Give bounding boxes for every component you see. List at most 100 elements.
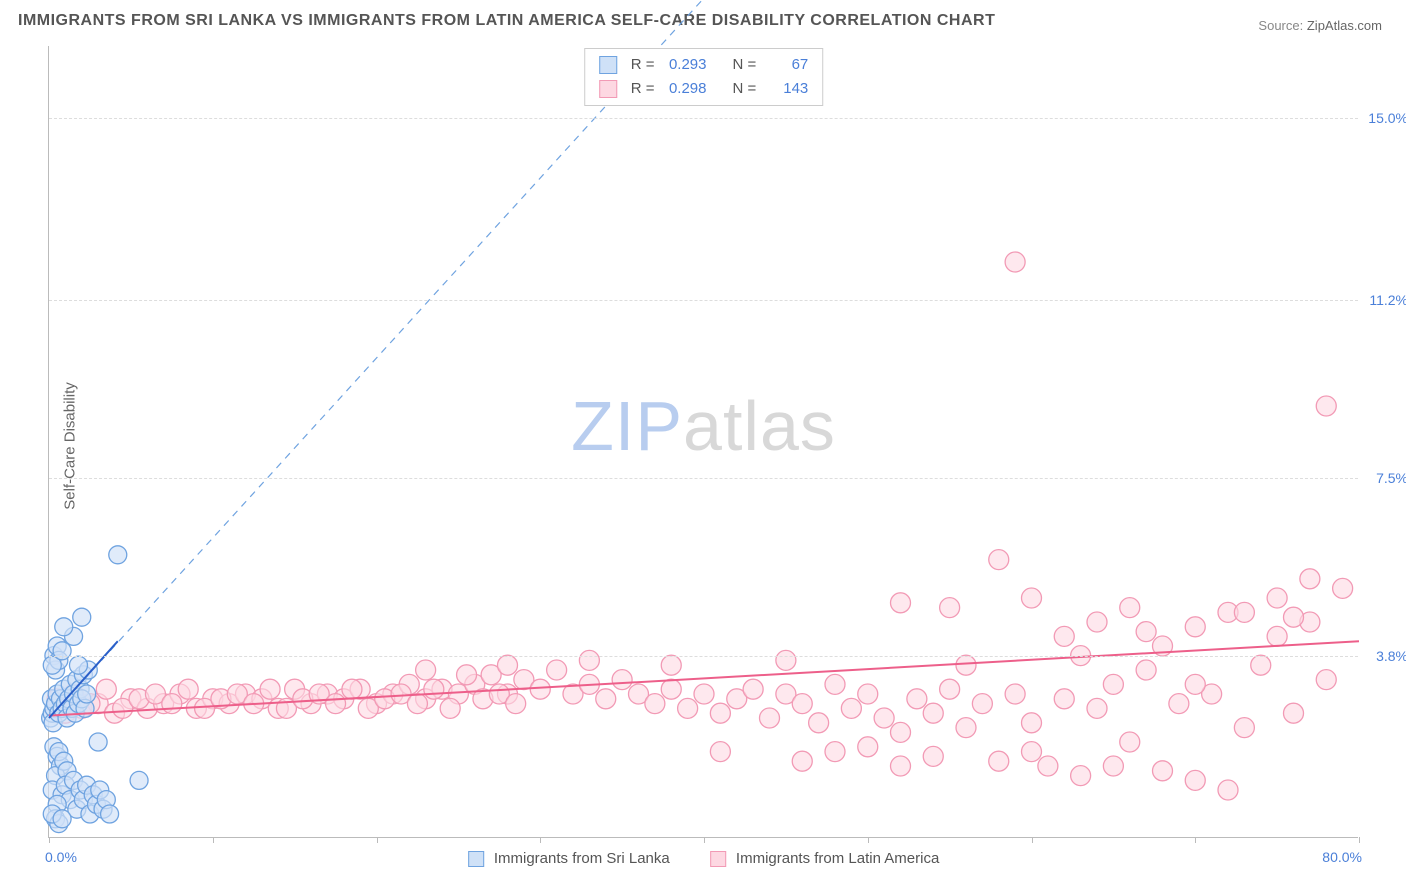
- latin-america-point: [596, 689, 616, 709]
- latin-america-point: [760, 708, 780, 728]
- latin-america-point: [440, 698, 460, 718]
- swatch-latin-america: [599, 80, 617, 98]
- latin-america-point: [858, 684, 878, 704]
- latin-america-point: [694, 684, 714, 704]
- latin-america-point: [825, 674, 845, 694]
- y-tick-label: 11.2%: [1362, 292, 1406, 308]
- latin-america-point: [162, 694, 182, 714]
- latin-america-point: [1333, 578, 1353, 598]
- latin-america-point: [1022, 742, 1042, 762]
- latin-america-point: [710, 742, 730, 762]
- x-tick-mark: [1032, 837, 1033, 843]
- latin-america-point: [457, 665, 477, 685]
- latin-america-point: [1185, 617, 1205, 637]
- latin-america-point: [1267, 588, 1287, 608]
- latin-america-point: [1120, 598, 1140, 618]
- latin-america-point: [260, 679, 280, 699]
- swatch-sri-lanka: [599, 56, 617, 74]
- latin-america-point: [989, 751, 1009, 771]
- latin-america-point: [498, 655, 518, 675]
- latin-america-point: [1136, 622, 1156, 642]
- swatch-icon: [468, 851, 484, 867]
- latin-america-point: [989, 550, 1009, 570]
- latin-america-point: [1316, 396, 1336, 416]
- latin-america-point: [416, 660, 436, 680]
- n-value-latin-america: 143: [764, 77, 808, 101]
- legend-item-sri-lanka: Immigrants from Sri Lanka: [468, 850, 670, 867]
- swatch-icon: [710, 851, 726, 867]
- x-tick-mark: [377, 837, 378, 843]
- r-label: R =: [631, 53, 655, 77]
- latin-america-point: [1185, 770, 1205, 790]
- latin-america-point: [1300, 569, 1320, 589]
- r-value-sri-lanka: 0.293: [663, 53, 707, 77]
- x-tick-mark: [49, 837, 50, 843]
- latin-america-point: [940, 598, 960, 618]
- plot-svg: [49, 46, 1358, 837]
- latin-america-point: [891, 593, 911, 613]
- latin-america-point: [858, 737, 878, 757]
- r-value-latin-america: 0.298: [663, 77, 707, 101]
- n-label: N =: [733, 77, 757, 101]
- latin-america-point: [1103, 756, 1123, 776]
- latin-america-point: [1316, 670, 1336, 690]
- source-value: ZipAtlas.com: [1307, 18, 1382, 33]
- latin-america-point: [825, 742, 845, 762]
- latin-america-point: [710, 703, 730, 723]
- source-attribution: Source: ZipAtlas.com: [1258, 18, 1382, 33]
- sri-lanka-point: [101, 805, 119, 823]
- latin-america-point: [1022, 588, 1042, 608]
- latin-america-point: [874, 708, 894, 728]
- chart-area: ZIPatlas R = 0.293 N = 67 R = 0.298 N = …: [48, 46, 1358, 838]
- latin-america-point: [530, 679, 550, 699]
- latin-america-point: [612, 670, 632, 690]
- sri-lanka-point: [89, 733, 107, 751]
- x-tick-mark: [704, 837, 705, 843]
- r-label: R =: [631, 77, 655, 101]
- latin-america-point: [1251, 655, 1271, 675]
- latin-america-point: [1284, 703, 1304, 723]
- latin-america-point: [342, 679, 362, 699]
- latin-america-point: [645, 694, 665, 714]
- latin-america-point: [1005, 684, 1025, 704]
- sri-lanka-point: [130, 771, 148, 789]
- latin-america-point: [792, 694, 812, 714]
- x-axis-min-label: 0.0%: [45, 849, 77, 865]
- latin-america-point: [972, 694, 992, 714]
- latin-america-point: [1267, 626, 1287, 646]
- series-label-latin-america: Immigrants from Latin America: [736, 850, 939, 867]
- latin-america-point: [1153, 761, 1173, 781]
- x-tick-mark: [213, 837, 214, 843]
- latin-america-point: [1005, 252, 1025, 272]
- latin-america-point: [1234, 718, 1254, 738]
- latin-america-point: [1087, 698, 1107, 718]
- x-tick-mark: [540, 837, 541, 843]
- latin-america-point: [1136, 660, 1156, 680]
- legend-row-sri-lanka: R = 0.293 N = 67: [599, 53, 809, 77]
- y-tick-label: 15.0%: [1362, 110, 1406, 126]
- latin-america-point: [424, 679, 444, 699]
- sri-lanka-point: [53, 810, 71, 828]
- sri-lanka-point: [69, 656, 87, 674]
- latin-america-point: [1022, 713, 1042, 733]
- trend-dashed-sri-lanka: [49, 0, 704, 718]
- x-axis-max-label: 80.0%: [1322, 849, 1362, 865]
- latin-america-point: [891, 756, 911, 776]
- latin-america-point: [1234, 602, 1254, 622]
- grid-line: [49, 656, 1358, 657]
- latin-america-point: [891, 722, 911, 742]
- sri-lanka-point: [55, 618, 73, 636]
- n-value-sri-lanka: 67: [764, 53, 808, 77]
- latin-america-point: [923, 746, 943, 766]
- grid-line: [49, 478, 1358, 479]
- grid-line: [49, 118, 1358, 119]
- latin-america-point: [841, 698, 861, 718]
- latin-america-point: [96, 679, 116, 699]
- latin-america-point: [956, 718, 976, 738]
- latin-america-point: [1185, 674, 1205, 694]
- latin-america-point: [1054, 689, 1074, 709]
- legend-item-latin-america: Immigrants from Latin America: [710, 850, 940, 867]
- latin-america-point: [326, 694, 346, 714]
- latin-america-point: [1120, 732, 1140, 752]
- grid-line: [49, 300, 1358, 301]
